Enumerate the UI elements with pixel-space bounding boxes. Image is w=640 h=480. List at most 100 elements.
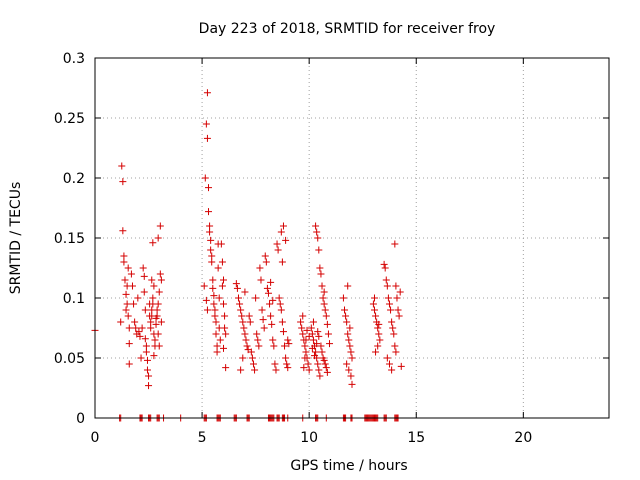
data-point [217, 240, 225, 248]
data-point [145, 372, 153, 380]
data-point [343, 360, 351, 368]
data-point [282, 354, 290, 362]
data-point [258, 306, 266, 314]
data-point [220, 276, 227, 284]
data-point [312, 348, 320, 356]
data-point [274, 246, 282, 254]
data-point [375, 320, 383, 328]
data-point [143, 356, 151, 364]
data-point [241, 330, 249, 338]
data-point [233, 284, 241, 292]
data-point [391, 240, 399, 248]
data-point [203, 306, 211, 314]
data-point [202, 120, 210, 128]
data-point [220, 344, 227, 352]
data-point [142, 342, 150, 350]
data-point [374, 324, 382, 332]
data-point [210, 292, 218, 300]
y-tick-label: 0 [76, 411, 85, 427]
y-tick-label: 0.3 [63, 51, 85, 67]
data-point [254, 336, 262, 344]
data-point [118, 162, 126, 170]
data-point [315, 332, 323, 340]
data-point [387, 306, 395, 314]
data-point [390, 330, 398, 338]
data-point [395, 312, 403, 320]
data-point [383, 282, 391, 290]
data-point [154, 330, 162, 338]
data-point [348, 380, 356, 388]
data-point [372, 312, 380, 320]
data-point [128, 282, 136, 290]
data-point [374, 342, 382, 350]
data-point [139, 264, 147, 272]
data-point [323, 320, 331, 328]
data-point [381, 264, 389, 272]
data-point [260, 324, 268, 332]
data-point [307, 324, 315, 332]
data-point [316, 264, 324, 272]
data-point [261, 252, 269, 260]
data-point [117, 318, 125, 326]
data-point [221, 324, 229, 332]
data-point [212, 330, 220, 338]
data-point [380, 260, 388, 268]
data-point [122, 306, 130, 314]
data-point [317, 270, 325, 278]
data-point [207, 246, 215, 254]
data-point [320, 288, 328, 296]
data-point [152, 320, 160, 328]
data-point [345, 366, 353, 374]
grid [95, 58, 609, 418]
data-point [315, 366, 323, 374]
data-point [284, 364, 292, 372]
x-tick-label: 15 [407, 430, 425, 446]
data-point [321, 360, 329, 368]
data-point [314, 234, 322, 242]
data-point [320, 356, 328, 364]
data-point [222, 330, 230, 338]
data-point [262, 258, 270, 266]
data-point [308, 330, 316, 338]
data-point [278, 318, 286, 326]
data-point [143, 366, 151, 374]
data-point [216, 336, 224, 344]
data-point [125, 360, 133, 368]
data-point [324, 330, 332, 338]
data-point [153, 312, 161, 320]
y-tick-label: 0.1 [63, 291, 85, 307]
data-point [302, 348, 310, 356]
data-point [140, 272, 148, 280]
data-point [372, 348, 380, 356]
data-point [124, 312, 132, 320]
data-point [253, 330, 261, 338]
data-point [284, 336, 292, 344]
data-point [119, 178, 127, 186]
data-point [348, 354, 356, 362]
data-point [314, 360, 322, 368]
data-point [370, 306, 378, 314]
data-point [276, 300, 284, 308]
data-point [221, 312, 229, 320]
data-points [91, 89, 405, 422]
data-point [157, 276, 165, 284]
data-point [245, 312, 253, 320]
data-point [322, 312, 330, 320]
data-point [211, 306, 219, 314]
data-point [150, 352, 158, 360]
data-point [308, 344, 316, 352]
data-point [268, 320, 276, 328]
data-point [147, 324, 155, 332]
data-point [300, 364, 308, 372]
data-point [316, 372, 324, 380]
data-point [214, 264, 222, 272]
data-point [318, 348, 326, 356]
data-point [202, 296, 210, 304]
data-point [343, 318, 351, 326]
data-point [323, 368, 331, 376]
data-point [391, 342, 399, 350]
data-point [203, 134, 211, 142]
data-point [256, 264, 264, 272]
data-point [301, 342, 309, 350]
